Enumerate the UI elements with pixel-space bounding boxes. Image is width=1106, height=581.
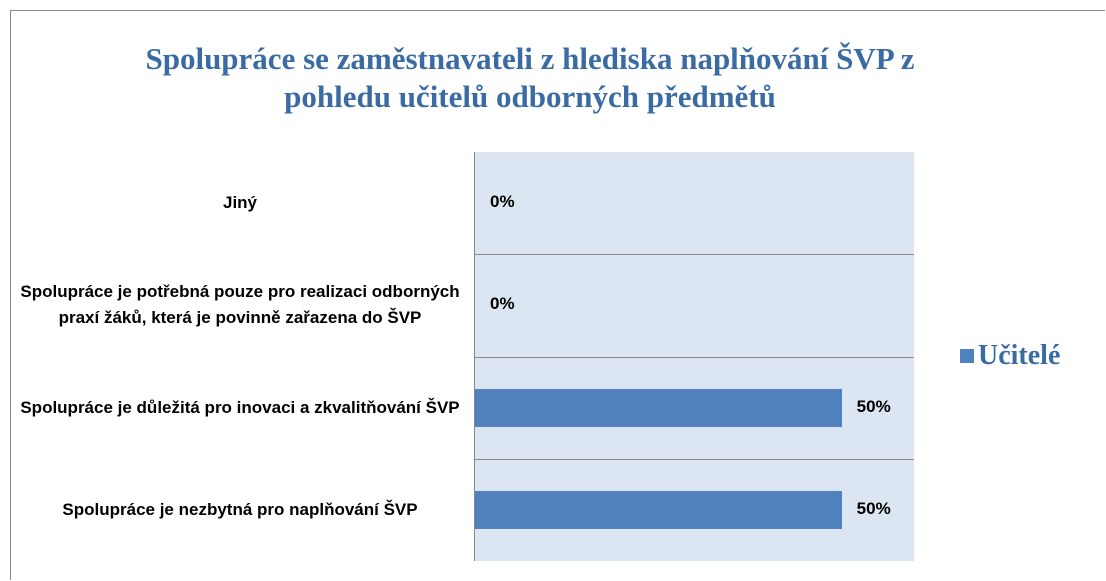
y-tick-label: Spolupráce je důležitá pro inovaci a zkv… bbox=[20, 397, 460, 417]
legend-label: Učitelé bbox=[978, 340, 1061, 371]
chart-frame bbox=[10, 10, 1105, 580]
data-label: 50% bbox=[856, 396, 891, 416]
y-tick-label: Jiný bbox=[222, 193, 258, 213]
plot-area bbox=[474, 152, 914, 561]
legend-swatch bbox=[960, 349, 974, 363]
bar bbox=[475, 490, 842, 529]
legend: Učitelé bbox=[960, 340, 1060, 372]
data-label: 0% bbox=[490, 192, 515, 212]
y-tick-label: Spolupráce je potřebná pouze pro realiza… bbox=[20, 282, 460, 328]
category-separator bbox=[475, 254, 914, 256]
category-separator bbox=[475, 458, 914, 460]
data-label: 50% bbox=[856, 498, 891, 518]
data-label: 0% bbox=[490, 294, 515, 314]
category-separator bbox=[475, 356, 914, 358]
y-tick-label: Spolupráce je nezbytná pro naplňování ŠV… bbox=[62, 499, 418, 519]
chart-title: Spolupráce se zaměstnavateli z hlediska … bbox=[145, 41, 915, 114]
bar bbox=[475, 388, 842, 427]
